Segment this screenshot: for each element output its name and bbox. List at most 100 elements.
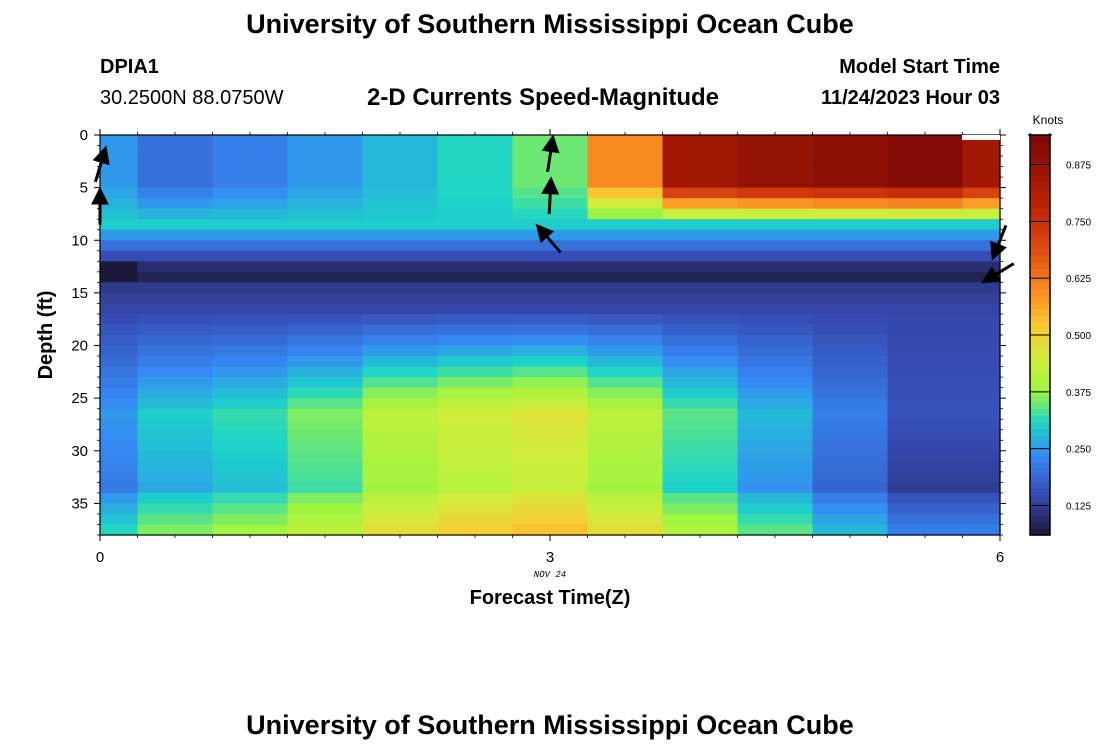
heatmap-cell: [737, 250, 814, 262]
heatmap-cell: [887, 324, 964, 336]
heatmap-cell: [512, 335, 589, 347]
heatmap-cell: [587, 156, 664, 168]
heatmap-cell: [962, 335, 1001, 347]
colorbar-segment: [1030, 408, 1050, 416]
heatmap-cell: [362, 345, 439, 357]
heatmap-cell: [137, 461, 214, 473]
heatmap-cell: [962, 166, 1001, 178]
colorbar-segment: [1030, 421, 1050, 429]
colorbar-corner: [1048, 133, 1052, 137]
heatmap-cell: [962, 156, 1001, 168]
colorbar-segment: [1030, 488, 1050, 496]
heatmap-cell: [587, 429, 664, 441]
heatmap-cell: [962, 198, 1001, 210]
y-tick-label: 0: [80, 127, 88, 144]
heatmap-cell: [587, 450, 664, 462]
heatmap-cell: [362, 482, 439, 494]
heatmap-cell: [962, 513, 1001, 526]
surface-marker: [962, 135, 1000, 140]
heatmap-cell: [512, 208, 589, 220]
colorbar-segment: [1030, 468, 1050, 476]
colorbar-segment: [1030, 215, 1050, 223]
heatmap-cell: [100, 471, 139, 483]
heatmap-cell: [962, 450, 1001, 462]
heatmap-cell: [362, 419, 439, 431]
heatmap-cell: [887, 261, 964, 273]
heatmap-cell: [287, 387, 364, 399]
colorbar-segment: [1030, 201, 1050, 209]
heatmap-cell: [662, 345, 739, 357]
heatmap-cell: [512, 513, 589, 526]
heatmap-cell: [212, 135, 289, 147]
heatmap-cell: [812, 313, 889, 326]
heatmap-cell: [287, 482, 364, 494]
heatmap-cell: [887, 482, 964, 494]
colorbar-segment: [1030, 295, 1050, 303]
heatmap-cell: [287, 503, 364, 515]
x-axis-title: Forecast Time(Z): [470, 587, 631, 609]
heatmap-cell: [887, 303, 964, 315]
heatmap-cell: [887, 450, 964, 462]
heatmap-cell: [962, 377, 1001, 389]
heatmap-cell: [812, 461, 889, 473]
heatmap-cell: [587, 440, 664, 452]
heatmap-cell: [662, 292, 739, 305]
heatmap-cell: [587, 377, 664, 389]
y-tick-label: 15: [71, 285, 88, 302]
colorbar-segment: [1030, 321, 1050, 329]
heatmap-cell: [812, 271, 889, 283]
heatmap-cell: [137, 313, 214, 326]
heatmap-cell: [512, 240, 589, 252]
colorbar-segment: [1030, 395, 1050, 403]
heatmap-cell: [587, 471, 664, 483]
heatmap-cell: [212, 419, 289, 431]
heatmap-cell: [212, 345, 289, 357]
heatmap-cell: [887, 471, 964, 483]
colorbar-tick-label: 0.500: [1066, 331, 1091, 342]
colorbar-corner: [1028, 133, 1032, 137]
heatmap-cell: [812, 419, 889, 431]
heatmap-cell: [100, 292, 139, 305]
heatmap-cell: [812, 513, 889, 526]
heatmap-cell: [512, 261, 589, 273]
current-vector: [981, 262, 1015, 284]
heatmap-cell: [362, 250, 439, 262]
heatmap-cell: [100, 282, 139, 294]
heatmap-cell: [100, 503, 139, 515]
heatmap-cell: [512, 366, 589, 378]
heatmap-cell: [812, 492, 889, 505]
heatmap-cell: [887, 377, 964, 389]
heatmap-cell: [737, 135, 814, 147]
heatmap-cell: [887, 429, 964, 441]
heatmap-cell: [737, 208, 814, 220]
heatmap-cell: [812, 219, 889, 231]
heatmap-cell: [437, 471, 514, 483]
heatmap-cell: [100, 324, 139, 336]
colorbar-segment: [1030, 515, 1050, 523]
heatmap-cell: [662, 156, 739, 168]
heatmap-cell: [587, 461, 664, 473]
heatmap-cell: [887, 135, 964, 147]
heatmap-cell: [512, 377, 589, 389]
heatmap-cell: [662, 429, 739, 441]
heatmap-cell: [137, 482, 214, 494]
heatmap-cell: [437, 282, 514, 294]
heatmap-cell: [137, 492, 214, 505]
heatmap-cell: [212, 524, 289, 536]
heatmap-cell: [737, 335, 814, 347]
heatmap-cell: [100, 166, 139, 178]
heatmap-cell: [437, 366, 514, 378]
heatmap-cell: [437, 492, 514, 505]
heatmap-cell: [212, 461, 289, 473]
heatmap-cell: [962, 303, 1001, 315]
heatmap-cell: [100, 135, 139, 147]
heatmap-cell: [137, 419, 214, 431]
heatmap-cell: [212, 187, 289, 199]
heatmap-cell: [287, 219, 364, 231]
heatmap-cell: [437, 271, 514, 283]
y-tick-label: 35: [71, 495, 88, 512]
heatmap-cell: [587, 313, 664, 326]
heatmap-cell: [137, 240, 214, 252]
heatmap-cell: [512, 219, 589, 231]
